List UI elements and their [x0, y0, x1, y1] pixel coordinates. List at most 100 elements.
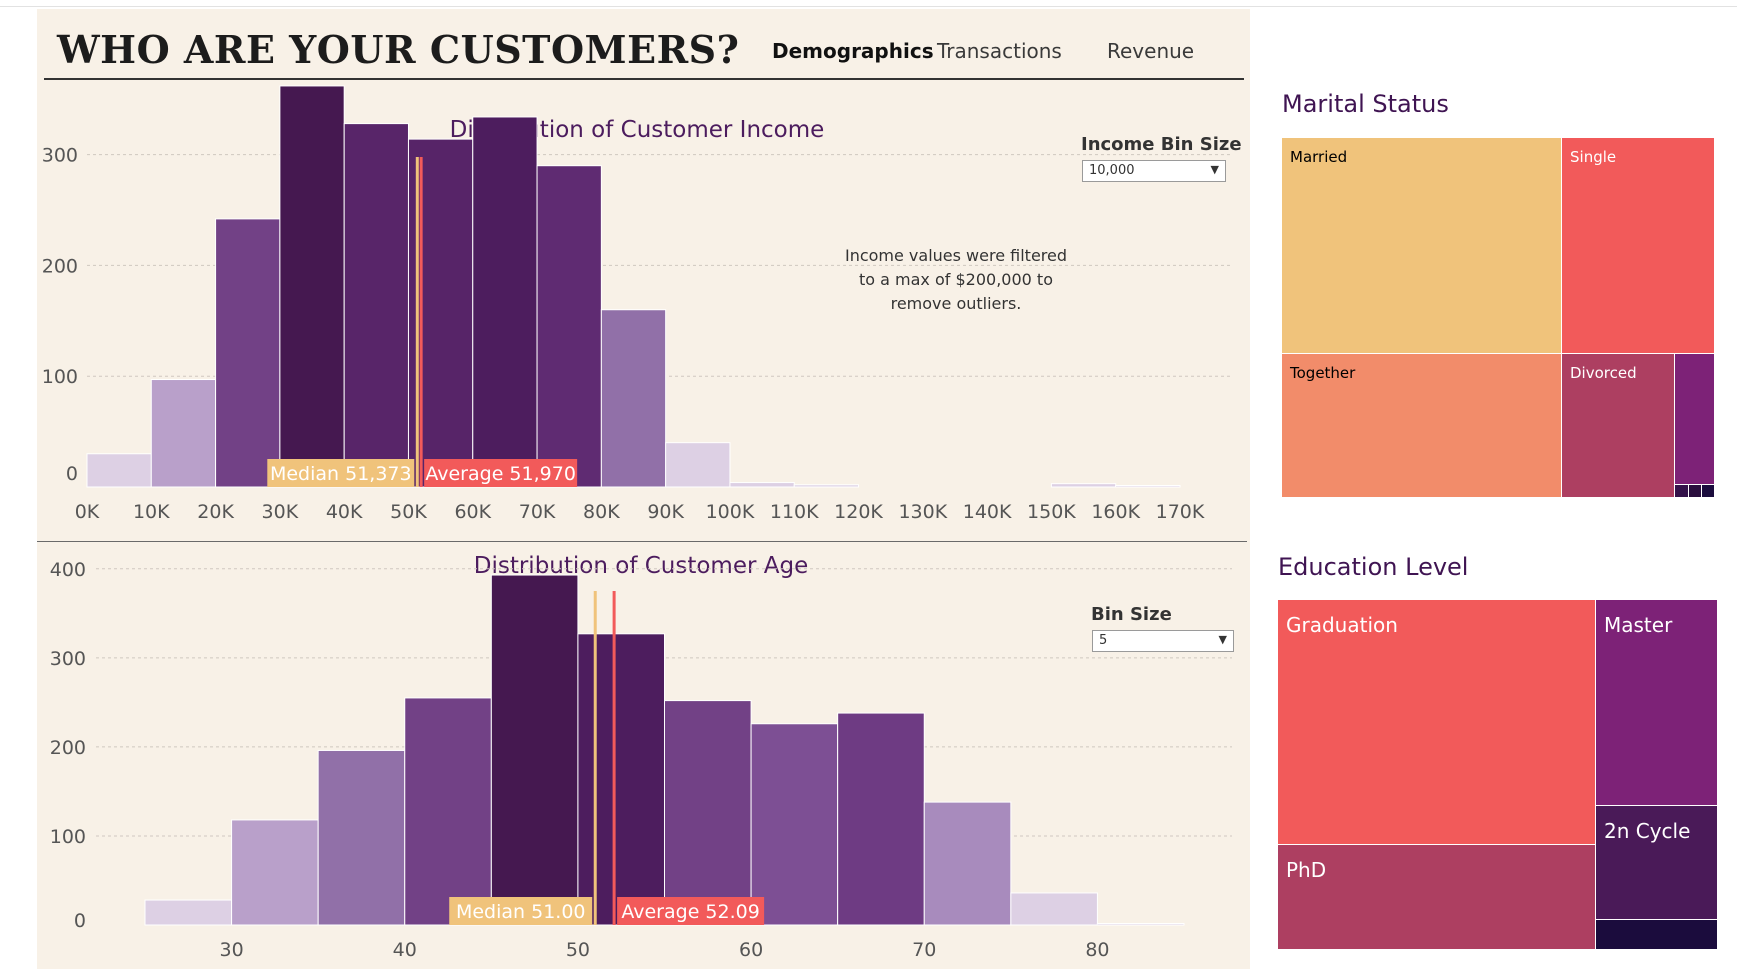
average-label-bg	[424, 459, 578, 487]
marital-cell-tiny-3[interactable]	[1701, 484, 1715, 498]
y-tick-label: 0	[66, 463, 78, 485]
histogram-bar[interactable]	[490, 574, 579, 926]
education-cell-phd[interactable]: PhD	[1277, 844, 1597, 950]
histogram-bar[interactable]	[231, 819, 319, 926]
histogram-bar[interactable]	[215, 218, 281, 488]
x-tick-label: 70K	[519, 501, 556, 523]
x-tick-label: 30K	[262, 501, 299, 523]
income-note-line-1: Income values were filtered	[845, 246, 1067, 265]
marital-status-title: Marital Status	[1282, 90, 1449, 118]
education-label-master: Master	[1604, 613, 1673, 637]
histogram-bar[interactable]	[750, 723, 839, 926]
x-tick-label: 130K	[898, 501, 947, 523]
x-tick-label: 40K	[326, 501, 363, 523]
income-note-line-2: to a max of $200,000 to	[859, 270, 1053, 289]
y-tick-label: 100	[50, 826, 86, 848]
age-bin-size-label: Bin Size	[1091, 604, 1172, 625]
x-tick-label: 10K	[133, 501, 170, 523]
y-tick-label: 100	[42, 366, 78, 388]
x-tick-label: 160K	[1091, 501, 1140, 523]
histogram-bar[interactable]	[600, 309, 667, 488]
marital-cell-tiny-2[interactable]	[1688, 484, 1702, 498]
marital-cell-divorced[interactable]: Divorced	[1561, 353, 1675, 498]
median-label-bg	[267, 459, 415, 487]
histogram-bar[interactable]	[1115, 485, 1181, 488]
marital-cell-together[interactable]: Together	[1281, 353, 1562, 498]
histogram-bar[interactable]	[837, 712, 925, 926]
education-label-graduation: Graduation	[1286, 613, 1398, 637]
average-label: Average 52.09	[621, 901, 759, 923]
y-tick-label: 400	[50, 559, 86, 581]
age-bin-size-dropdown[interactable]: 5 ▼	[1092, 630, 1234, 652]
income-bin-size-value: 10,000	[1089, 163, 1135, 178]
top-divider	[0, 6, 1737, 7]
histogram-bar[interactable]	[343, 123, 409, 488]
education-label-2n-cycle: 2n Cycle	[1604, 819, 1691, 843]
tab-transactions[interactable]: Transactions	[937, 39, 1062, 63]
tab-revenue[interactable]: Revenue	[1107, 39, 1195, 63]
page-title: WHO ARE YOUR CUSTOMERS?	[57, 27, 740, 72]
histogram-bar[interactable]	[279, 85, 345, 488]
histogram-bar[interactable]	[665, 442, 731, 488]
x-tick-label: 110K	[770, 501, 819, 523]
x-tick-label: 170K	[1156, 501, 1205, 523]
marital-cell-tiny-1[interactable]	[1674, 484, 1689, 498]
x-tick-label: 120K	[834, 501, 883, 523]
y-tick-label: 0	[74, 910, 86, 932]
x-tick-label: 30	[219, 939, 243, 961]
income-note-line-3: remove outliers.	[891, 294, 1022, 313]
header-rule	[44, 78, 1244, 80]
histogram-bar[interactable]	[407, 138, 474, 488]
median-label: Median 51.00	[456, 901, 586, 923]
y-tick-label: 300	[42, 145, 78, 167]
income-bin-size-dropdown[interactable]: 10,000 ▼	[1082, 160, 1226, 182]
x-tick-label: 20K	[197, 501, 234, 523]
y-tick-label: 200	[42, 255, 78, 277]
x-tick-label: 80	[1085, 939, 1109, 961]
histogram-bar[interactable]	[317, 749, 406, 926]
education-cell-master[interactable]: Master	[1595, 599, 1718, 806]
histogram-bar[interactable]	[664, 700, 752, 926]
age-histogram: Distribution of Customer Age Median 51.0…	[50, 553, 1232, 961]
tab-demographics[interactable]: Demographics	[772, 39, 934, 63]
average-label-bg	[617, 897, 765, 925]
marital-cell-single[interactable]: Single	[1561, 137, 1715, 355]
histogram-bar[interactable]	[144, 899, 233, 926]
age-bin-size-value: 5	[1099, 633, 1108, 648]
education-cell-2n-cycle[interactable]: 2n Cycle	[1595, 805, 1718, 920]
x-tick-label: 60K	[454, 501, 491, 523]
marital-label-divorced: Divorced	[1570, 364, 1637, 382]
marital-cell-married[interactable]: Married	[1281, 137, 1562, 355]
education-level-title: Education Level	[1278, 553, 1469, 581]
x-tick-label: 60	[739, 939, 763, 961]
education-cell-basic[interactable]	[1595, 919, 1718, 950]
marital-label-married: Married	[1290, 148, 1348, 166]
chart-separator	[37, 541, 1247, 542]
dropdown-arrow-icon: ▼	[1218, 633, 1227, 646]
median-label: Median 51,373	[270, 463, 412, 485]
histogram-bar[interactable]	[404, 697, 492, 926]
marital-label-single: Single	[1570, 148, 1617, 166]
histogram-bar[interactable]	[472, 116, 538, 488]
x-tick-label: 140K	[963, 501, 1012, 523]
histogram-bar[interactable]	[923, 801, 1012, 926]
marital-cell-other[interactable]	[1674, 353, 1715, 485]
y-tick-label: 300	[50, 648, 86, 670]
x-tick-label: 0K	[75, 501, 100, 523]
y-tick-label: 200	[50, 737, 86, 759]
x-tick-label: 150K	[1027, 501, 1076, 523]
x-tick-label: 40	[393, 939, 417, 961]
histogram-bar[interactable]	[1096, 923, 1185, 926]
histogram-bar[interactable]	[577, 633, 666, 926]
x-tick-label: 50	[566, 939, 590, 961]
education-cell-graduation[interactable]: Graduation	[1277, 599, 1597, 846]
income-histogram: Distribution of Customer Income Median 5…	[42, 85, 1233, 523]
dropdown-arrow-icon: ▼	[1210, 163, 1219, 176]
histogram-bar[interactable]	[793, 484, 860, 488]
median-label-bg	[449, 897, 593, 925]
histogram-bar[interactable]	[536, 165, 602, 488]
x-tick-label: 50K	[390, 501, 427, 523]
marital-label-together: Together	[1290, 364, 1356, 382]
histogram-bar[interactable]	[1010, 892, 1098, 926]
average-label: Average 51,970	[425, 463, 576, 485]
